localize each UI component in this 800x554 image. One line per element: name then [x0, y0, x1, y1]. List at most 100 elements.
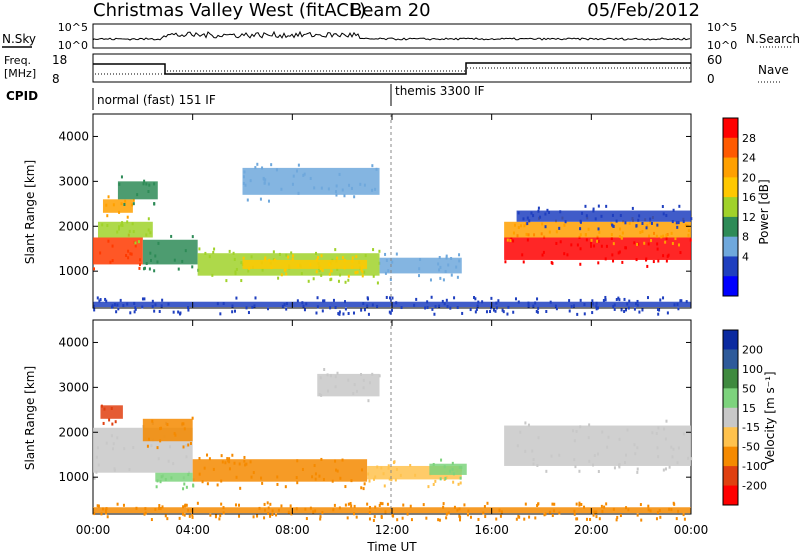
power-speck	[541, 253, 544, 257]
power-speck	[671, 241, 674, 245]
velocity-speck	[458, 507, 461, 511]
power-speck	[535, 309, 538, 313]
power-speck	[619, 213, 622, 217]
velocity-speck	[456, 508, 459, 512]
power-speck	[665, 259, 668, 263]
power-speck	[623, 297, 626, 301]
power-speck	[627, 306, 630, 310]
power-speck	[610, 237, 613, 241]
power-speck	[526, 222, 529, 226]
power-speck	[107, 195, 110, 199]
power-speck	[134, 241, 137, 245]
velocity-speck	[222, 506, 225, 510]
power-speck	[362, 302, 365, 306]
power-colorbar-segment	[723, 256, 738, 277]
power-speck	[568, 309, 571, 313]
velocity-speck	[321, 511, 324, 515]
velocity-speck	[228, 460, 231, 464]
velocity-y-ticks: 1000 2000 3000 4000	[58, 335, 691, 484]
power-band-3	[117, 181, 158, 200]
power-speck	[309, 263, 312, 267]
power-speck	[172, 310, 175, 314]
velocity-speck	[524, 449, 527, 453]
velocity-speck	[580, 502, 583, 506]
power-speck	[120, 175, 123, 179]
power-speck	[328, 272, 331, 276]
power-speck	[367, 312, 370, 316]
power-speck	[389, 277, 392, 281]
power-speck	[506, 312, 509, 316]
velocity-speck	[96, 504, 99, 508]
nave-trace	[95, 67, 691, 75]
velocity-speck	[334, 459, 337, 463]
power-speck	[583, 303, 586, 307]
date-label: 05/Feb/2012	[587, 0, 700, 21]
velocity-speck	[267, 511, 270, 515]
velocity-speck	[409, 504, 412, 508]
velocity-speck	[603, 505, 606, 509]
velocity-speck	[196, 501, 199, 505]
velocity-speck	[284, 485, 287, 489]
velocity-speck	[100, 404, 103, 408]
power-speck	[610, 233, 613, 237]
power-speck	[120, 223, 123, 227]
power-speck	[283, 303, 286, 307]
power-speck	[117, 227, 120, 231]
power-speck	[504, 260, 507, 264]
velocity-speck	[269, 514, 272, 518]
velocity-speck	[161, 505, 164, 509]
power-speck	[127, 256, 130, 260]
power-speck	[600, 214, 603, 218]
velocity-speck	[198, 472, 201, 476]
velocity-speck	[670, 445, 673, 449]
power-speck	[126, 215, 129, 219]
power-speck	[610, 221, 613, 225]
power-speck	[133, 310, 136, 314]
power-data-layer	[93, 162, 693, 316]
power-speck	[437, 262, 440, 266]
velocity-colorbar-segment	[723, 446, 738, 467]
power-speck	[597, 204, 600, 208]
power-speck	[537, 209, 540, 213]
power-speck	[617, 251, 620, 255]
velocity-speck	[150, 444, 153, 448]
velocity-speck	[159, 480, 162, 484]
velocity-speck	[339, 476, 342, 480]
power-speck	[649, 217, 652, 221]
power-speck	[685, 300, 688, 304]
velocity-speck	[214, 515, 217, 519]
power-speck	[641, 230, 644, 234]
velocity-speck	[432, 462, 435, 466]
velocity-speck	[103, 407, 106, 411]
power-speck	[618, 250, 621, 254]
power-colorbar-tick-label: 12	[742, 211, 756, 224]
power-speck	[490, 296, 493, 300]
velocity-speck	[367, 399, 370, 403]
velocity-speck	[675, 517, 678, 521]
power-speck	[469, 308, 472, 312]
velocity-speck	[606, 445, 609, 449]
power-speck	[674, 237, 677, 241]
x-tick-label: 20:00	[574, 523, 609, 537]
velocity-speck	[366, 502, 369, 506]
power-band-6	[242, 259, 368, 269]
power-speck	[445, 298, 448, 302]
power-speck	[329, 306, 332, 310]
power-speck	[121, 221, 124, 225]
power-speck	[623, 309, 626, 313]
velocity-speck	[201, 480, 204, 484]
power-speck	[277, 276, 280, 280]
power-speck	[232, 251, 235, 255]
velocity-speck	[116, 502, 119, 506]
velocity-speck	[636, 470, 639, 474]
power-speck	[361, 265, 364, 269]
power-speck	[593, 244, 596, 248]
power-speck	[415, 297, 418, 301]
power-speck	[120, 202, 123, 206]
velocity-speck	[290, 512, 293, 516]
power-speck	[684, 223, 687, 227]
velocity-speck	[578, 501, 581, 505]
power-speck	[605, 204, 608, 208]
power-speck	[352, 311, 355, 315]
